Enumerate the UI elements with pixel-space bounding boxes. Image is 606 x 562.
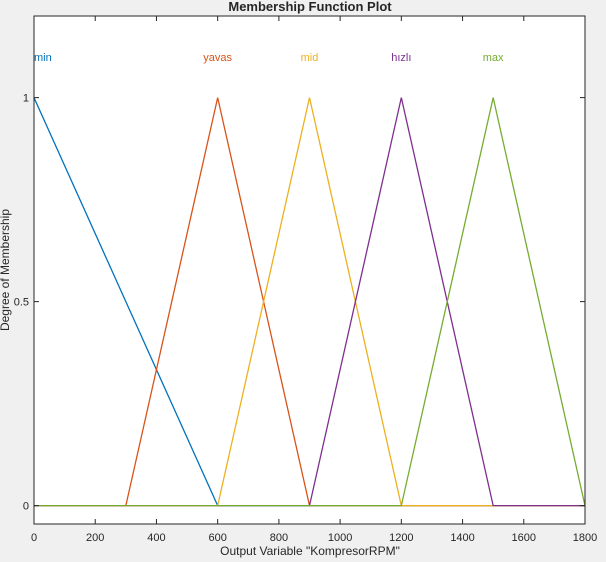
x-tick-label: 600: [208, 532, 226, 544]
ticks-layer: 0 200 400 600 800 1000 1200 1400 1600 1800 0 0.5 1: [14, 16, 597, 544]
series-label-3: hızlı: [391, 52, 411, 64]
x-tick-label: 200: [86, 532, 104, 544]
series-label-1: yavas: [203, 52, 232, 64]
x-tick-label: 1200: [389, 532, 413, 544]
x-tick-label: 800: [270, 532, 288, 544]
x-tick-label: 1800: [573, 532, 597, 544]
plot-frame: [33, 15, 586, 525]
x-tick-label: 1600: [512, 532, 536, 544]
y-axis-label: Degree of Membership: [0, 209, 12, 331]
x-axis-label: Output Variable "KompresorRPM": [220, 544, 400, 558]
y-tick-label: 0.5: [14, 297, 29, 309]
x-tick-label: 1000: [328, 532, 352, 544]
plot-area: [34, 16, 585, 524]
series-layer: [33, 97, 586, 507]
x-tick-label: 400: [147, 532, 165, 544]
y-tick-label: 0: [23, 501, 29, 513]
x-tick-label: 0: [31, 532, 37, 544]
x-tick-label: 1400: [450, 532, 474, 544]
y-tick-label: 1: [23, 93, 29, 105]
series-label-layer: min yavas mid hızlı max: [34, 52, 504, 64]
series-label-2: mid: [301, 52, 319, 64]
series-label-0: min: [34, 52, 52, 64]
series-line-4: [34, 97, 586, 507]
series-label-4: max: [483, 52, 504, 64]
chart-title: Membership Function Plot: [228, 0, 392, 14]
